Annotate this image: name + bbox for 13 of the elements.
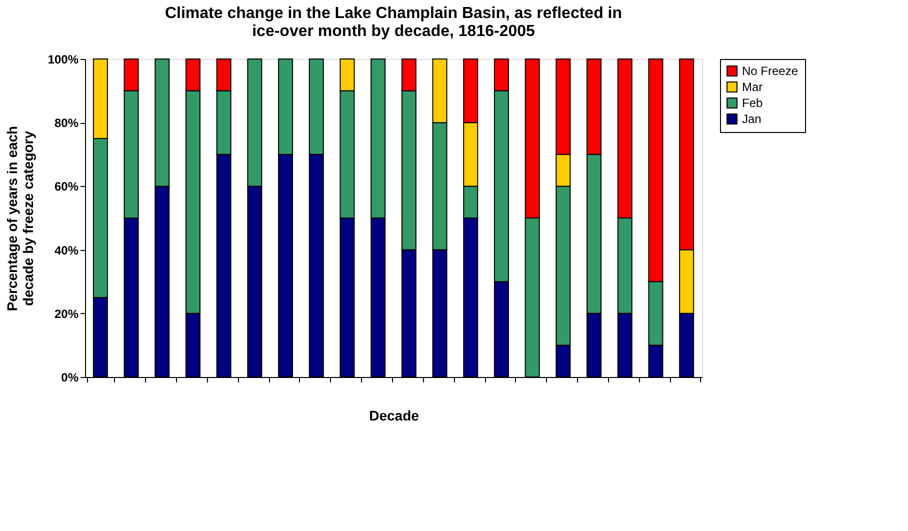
y-tick-label: 20%	[54, 306, 79, 321]
legend-label: No Freeze	[742, 64, 798, 78]
legend-label: Jan	[742, 112, 762, 126]
legend-label: Feb	[742, 96, 764, 110]
y-tick-label: 60%	[54, 180, 79, 194]
legend-label: Mar	[742, 80, 763, 94]
y-tick-label: 0%	[61, 370, 79, 384]
y-axis-title: Percentage of years in each decade by freeze category	[4, 126, 36, 312]
x-axis-title: Decade	[369, 408, 420, 424]
y-tick-label: 80%	[54, 116, 79, 130]
chart-title: Climate change in the Lake Champlain Basin, as reflected in ice-over month by decade, 1816-2005	[164, 5, 622, 40]
y-tick-label: 40%	[54, 243, 79, 258]
y-tick-label: 100%	[48, 52, 79, 66]
